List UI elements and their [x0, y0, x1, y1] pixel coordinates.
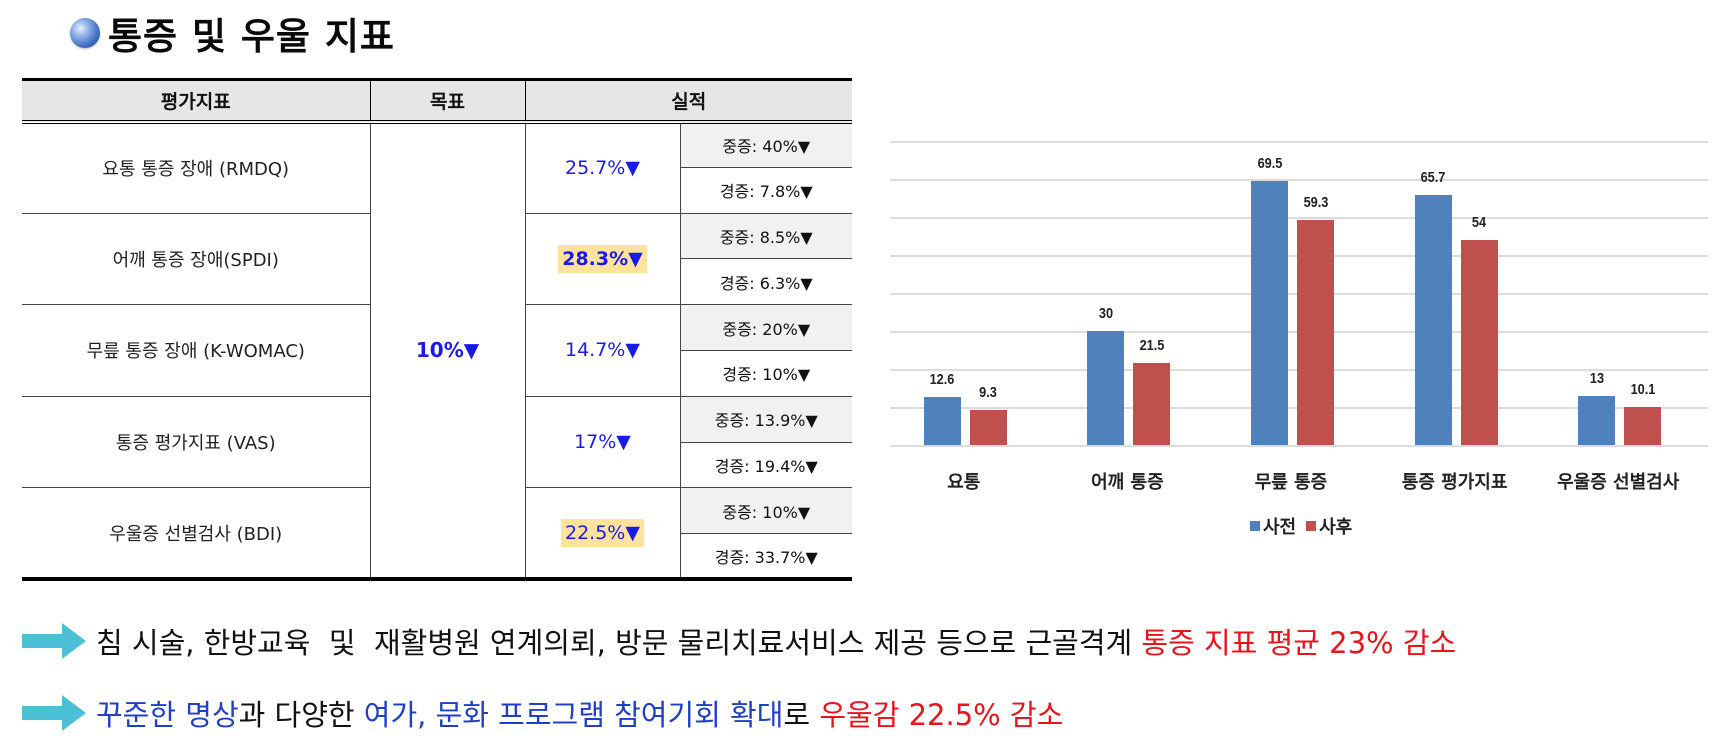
- category-label: 우울증 선별검사: [1557, 472, 1680, 493]
- bar-before: [1578, 395, 1616, 445]
- bullet-text-segment: 통증 지표 평균 23% 감소: [1141, 626, 1457, 660]
- bar-value-label: 12.6: [929, 371, 955, 389]
- gridline: [890, 445, 1708, 447]
- summary-bullet-pain: 침 시술, 한방교육 및 재활병원 연계의뢰, 방문 물리치료서비스 제공 등으…: [22, 620, 1456, 662]
- legend-item-before: 사전: [1250, 513, 1296, 539]
- right-arrow-icon: [22, 695, 86, 731]
- legend-swatch-icon: [1306, 521, 1317, 531]
- bar-before: [1414, 195, 1452, 445]
- bar-value-label: 30: [1098, 305, 1113, 322]
- indicator-name: 요통 통증 장애 (RMDQ): [22, 121, 371, 214]
- bar-after: [969, 409, 1007, 445]
- severe-value: 중증: 40%▼: [679, 121, 852, 168]
- category-label: 통증 평가지표: [1401, 472, 1508, 493]
- result-percent: 22.5%▼: [561, 518, 644, 547]
- right-arrow-icon: [22, 623, 86, 659]
- mild-value: 경증: 19.4%▼: [679, 441, 852, 489]
- bullet-text-segment: 우울감 22.5% 감소: [819, 698, 1064, 732]
- result-percent: 17%▼: [574, 431, 631, 454]
- category-label: 요통: [947, 472, 981, 493]
- target-value: 10%▼: [369, 121, 526, 582]
- result-value: 22.5%▼: [524, 487, 681, 582]
- severe-value: 중증: 13.9%▼: [679, 395, 852, 443]
- table-row-sub: 경증: 7.8%▼: [22, 166, 852, 214]
- mild-value: 경증: 33.7%▼: [679, 533, 852, 582]
- gridline: [890, 217, 1708, 219]
- gridline: [890, 141, 1708, 143]
- indicator-name: 어깨 통증 장애(SPDI): [22, 212, 371, 306]
- chart-legend: 사전 사후: [1250, 513, 1352, 539]
- category-label: 어깨 통증: [1091, 472, 1164, 493]
- table-row: 우울증 선별검사 (BDI) 22.5%▼ 중증: 10%▼: [22, 487, 852, 582]
- bullet-text-segment: 로: [783, 698, 820, 732]
- bar-before: [1087, 331, 1125, 445]
- table-row: 통증 평가지표 (VAS) 17%▼ 중증: 13.9%▼: [22, 395, 852, 489]
- mild-value: 경증: 7.8%▼: [679, 166, 852, 214]
- bar-after: [1133, 363, 1171, 445]
- indicator-name: 우울증 선별검사 (BDI): [22, 487, 371, 582]
- table-row-sub: 경증: 6.3%▼: [22, 258, 852, 306]
- bullet-text-segment: 꾸준한 명상: [96, 698, 239, 732]
- gridline: [890, 179, 1708, 181]
- bullet-text-segment: 여가, 문화 프로그램 참여기회 확대: [363, 698, 784, 732]
- bar-after: [1460, 239, 1498, 445]
- table-row-sub: 경증: 19.4%▼: [22, 441, 852, 489]
- table-header-row: 평가지표 목표 실적: [22, 78, 852, 124]
- mild-value: 경증: 10%▼: [679, 349, 852, 397]
- bullet-text-segment: 침 시술, 한방교육 및 재활병원 연계의뢰, 방문 물리치료서비스 제공 등으…: [96, 626, 1142, 660]
- result-value: 28.3%▼: [524, 212, 681, 306]
- bar-value-label: 10.1: [1630, 380, 1656, 398]
- severe-value: 중증: 20%▼: [679, 304, 852, 351]
- bar-value-label: 13: [1589, 369, 1604, 387]
- bar-after: [1624, 406, 1662, 445]
- bar-before: [923, 397, 961, 445]
- table-row: 요통 통증 장애 (RMDQ) 10%▼ 25.7%▼ 중증: 40%▼: [22, 121, 852, 582]
- indicator-name: 무릎 통증 장애 (K-WOMAC): [22, 304, 371, 397]
- legend-item-after: 사후: [1306, 513, 1352, 539]
- table-row-sub: 경증: 10%▼: [22, 349, 852, 397]
- result-value: 14.7%▼: [524, 304, 681, 397]
- bullet-text-segment: 과 다양한: [238, 698, 364, 732]
- result-percent: 25.7%▼: [565, 157, 640, 180]
- table-row: 무릎 통증 장애 (K-WOMAC) 14.7%▼ 중증: 20%▼: [22, 304, 852, 397]
- before-after-bar-chart: 12.6 9.3 요통 30 21.5 어깨 통증 69.5 59.3 무릎 통증 65.7 54 통…: [890, 135, 1710, 545]
- page-title: 통증 및 우울 지표: [108, 15, 395, 58]
- bar-value-label: 59.3: [1303, 193, 1328, 211]
- mild-value: 경증: 6.3%▼: [679, 258, 852, 306]
- table-row-sub: 경증: 33.7%▼: [22, 533, 852, 582]
- result-percent: 28.3%▼: [558, 244, 647, 273]
- result-percent: 14.7%▼: [565, 339, 640, 362]
- bar-value-label: 65.7: [1420, 169, 1446, 187]
- table-row: 어깨 통증 장애(SPDI) 28.3%▼ 중증: 8.5%▼: [22, 212, 852, 306]
- header-target: 목표: [369, 78, 526, 124]
- result-value: 17%▼: [524, 395, 681, 489]
- legend-swatch-icon: [1250, 521, 1260, 531]
- bar-before: [1251, 180, 1288, 445]
- bullet-orb-icon: [70, 18, 100, 48]
- severe-value: 중증: 10%▼: [679, 487, 852, 535]
- severe-value: 중증: 8.5%▼: [679, 212, 852, 260]
- indicator-table: 평가지표 목표 실적 요통 통증 장애 (RMDQ) 10%▼ 25.7%▼ 중증: …: [22, 78, 852, 582]
- bar-value-label: 54: [1472, 213, 1487, 231]
- summary-bullet-depression: 꾸준한 명상 과 다양한 여가, 문화 프로그램 참여기회 확대 로 우울감 22.…: [22, 692, 1063, 734]
- category-label: 무릎 통증: [1254, 472, 1328, 493]
- bar-value-label: 9.3: [979, 383, 998, 401]
- bar-after: [1297, 219, 1334, 445]
- indicator-name: 통증 평가지표 (VAS): [22, 395, 371, 489]
- bar-value-label: 69.5: [1257, 154, 1282, 172]
- header-indicator: 평가지표: [22, 78, 371, 124]
- bar-value-label: 21.5: [1139, 337, 1165, 355]
- header-result: 실적: [524, 78, 852, 124]
- section-title: 통증 및 우울 지표: [70, 8, 395, 58]
- result-value: 25.7%▼: [524, 121, 681, 214]
